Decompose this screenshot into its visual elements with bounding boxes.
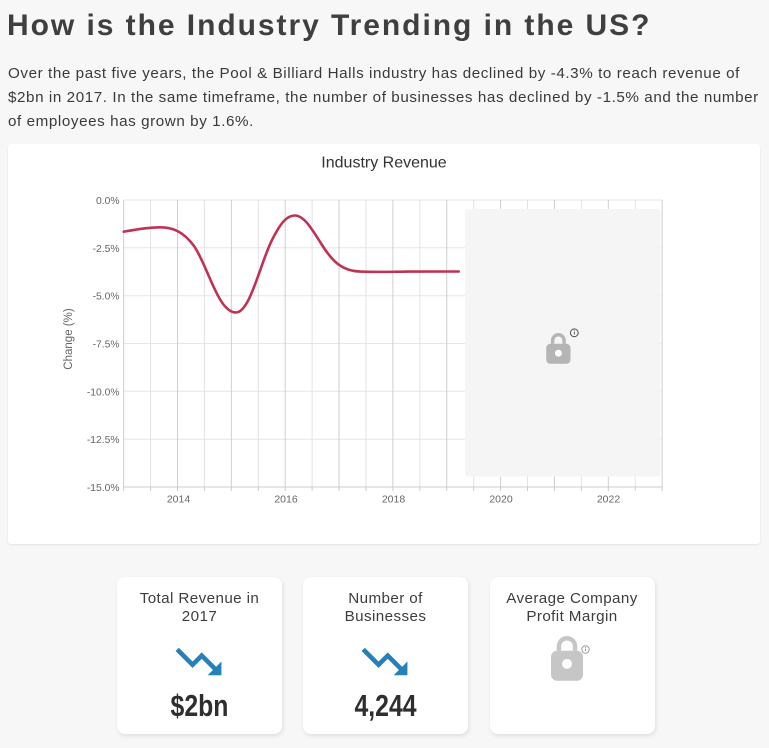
svg-text:2020: 2020	[489, 493, 513, 505]
svg-text:Industry Revenue: Industry Revenue	[321, 155, 447, 172]
svg-text:-10.0%: -10.0%	[87, 387, 120, 398]
svg-text:-12.5%: -12.5%	[87, 435, 120, 446]
svg-text:2018: 2018	[382, 493, 406, 505]
svg-text:-7.5%: -7.5%	[93, 340, 120, 351]
svg-text:-5.0%: -5.0%	[93, 292, 120, 303]
svg-text:-2.5%: -2.5%	[93, 244, 120, 255]
svg-text:2014: 2014	[167, 493, 191, 505]
svg-text:0.0%: 0.0%	[96, 196, 119, 207]
svg-text:2022: 2022	[597, 493, 621, 505]
svg-text:2016: 2016	[274, 493, 298, 505]
svg-text:Change (%): Change (%)	[63, 308, 75, 370]
svg-text:-15.0%: -15.0%	[87, 483, 120, 494]
